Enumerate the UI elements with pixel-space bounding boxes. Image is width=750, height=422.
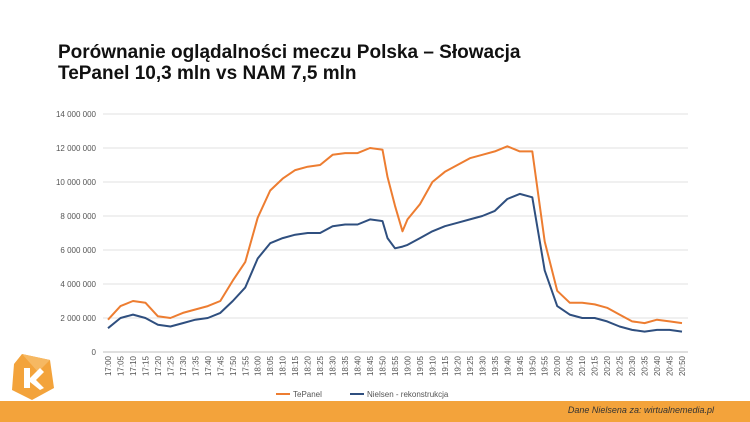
y-tick-label: 14 000 000: [56, 110, 97, 119]
series-line-0: [107, 145, 683, 325]
x-tick-label: 18:50: [379, 355, 388, 376]
x-tick-label: 18:10: [279, 355, 288, 376]
x-tick-label: 20:25: [616, 355, 625, 376]
x-tick-label: 19:00: [403, 355, 412, 376]
x-tick-label: 19:45: [516, 355, 525, 376]
x-tick-label: 20:05: [566, 355, 575, 376]
source-note: Dane Nielsena za: wirtualnemedia.pl: [567, 405, 714, 415]
logo-icon: [12, 354, 54, 400]
x-tick-label: 20:35: [641, 355, 650, 376]
x-tick-label: 18:55: [391, 355, 400, 376]
x-tick-label: 20:20: [603, 355, 612, 376]
x-tick-label: 17:20: [154, 355, 163, 376]
x-tick-label: 19:15: [441, 355, 450, 376]
y-tick-label: 6 000 000: [60, 246, 96, 255]
x-tick-label: 20:50: [678, 355, 687, 376]
x-tick-label: 18:05: [266, 355, 275, 376]
x-tick-label: 19:30: [478, 355, 487, 376]
x-tick-label: 19:50: [528, 355, 537, 376]
legend-label: Nielsen - rekonstrukcja: [367, 390, 449, 399]
x-tick-label: 20:30: [628, 355, 637, 376]
series-group: [107, 145, 683, 333]
y-tick-label: 4 000 000: [60, 280, 96, 289]
x-tick-label: 20:15: [591, 355, 600, 376]
x-tick-label: 18:25: [316, 355, 325, 376]
series-line-1: [107, 192, 683, 333]
x-tick-label: 17:45: [216, 355, 225, 376]
x-tick-label: 17:40: [204, 355, 213, 376]
x-tick-label: 17:30: [179, 355, 188, 376]
x-tick-label: 19:10: [428, 355, 437, 376]
x-tick-label: 19:40: [503, 355, 512, 376]
x-tick-label: 19:25: [466, 355, 475, 376]
x-tick-label: 17:15: [141, 355, 150, 376]
x-tick-label: 20:45: [666, 355, 675, 376]
x-tick-label: 19:35: [491, 355, 500, 376]
x-tick-label: 20:00: [553, 355, 562, 376]
legend-label: TePanel: [293, 390, 322, 399]
x-tick-label: 20:10: [578, 355, 587, 376]
x-tick-label: 17:00: [104, 355, 113, 376]
line-chart: 0 2 000 000 4 000 000 6 000 000 8 000 000 10 …: [56, 110, 688, 399]
y-tick-label: 2 000 000: [60, 314, 96, 323]
y-axis: 0 2 000 000 4 000 000 6 000 000 8 000 000 10 …: [56, 110, 97, 357]
y-tick-label: 12 000 000: [56, 144, 97, 153]
x-tick-label: 18:35: [341, 355, 350, 376]
x-tick-label: 18:15: [291, 355, 300, 376]
y-tick-label: 0: [92, 348, 97, 357]
x-tick-label: 18:45: [366, 355, 375, 376]
x-tick-label: 19:20: [453, 355, 462, 376]
x-tick-label: 18:40: [354, 355, 363, 376]
x-tick-label: 18:20: [304, 355, 313, 376]
x-tick-label: 17:10: [129, 355, 138, 376]
y-tick-label: 10 000 000: [56, 178, 97, 187]
x-tick-label: 17:35: [191, 355, 200, 376]
y-tick-label: 8 000 000: [60, 212, 96, 221]
legend: TePanel Nielsen - rekonstrukcja: [276, 390, 449, 399]
grid-lines: [103, 113, 688, 353]
x-tick-label: 17:55: [241, 355, 250, 376]
x-tick-label: 17:05: [116, 355, 125, 376]
chart-title: Porównanie oglądalności meczu Polska – S…: [58, 42, 521, 84]
x-tick-label: 17:25: [166, 355, 175, 376]
x-tick-label: 17:50: [229, 355, 238, 376]
title-line-2: TePanel 10,3 mln vs NAM 7,5 mln: [58, 63, 357, 84]
x-tick-label: 19:05: [416, 355, 425, 376]
x-tick-label: 18:30: [329, 355, 338, 376]
x-tick-label: 19:55: [541, 355, 550, 376]
x-tick-label: 18:00: [254, 355, 263, 376]
footer-bar: [0, 401, 750, 422]
x-axis: 17:00 17:05 17:10 17:15 17:20 17:25 17:30 17:35…: [104, 355, 687, 376]
title-line-1: Porównanie oglądalności meczu Polska – S…: [58, 42, 521, 63]
x-tick-label: 20:40: [653, 355, 662, 376]
